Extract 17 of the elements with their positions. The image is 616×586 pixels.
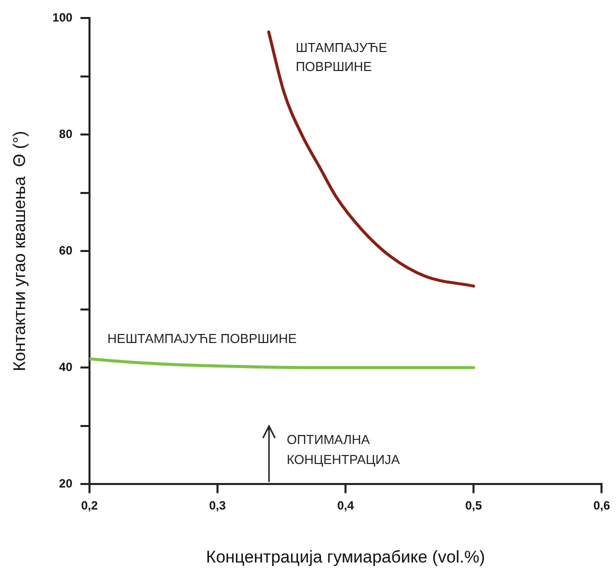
line-series bbox=[267, 30, 476, 288]
y-tick-label: 40 bbox=[59, 360, 73, 374]
y-tick-label: 100 bbox=[52, 10, 73, 24]
x-axis-title: Концентрација гумиарабике (vol.%) bbox=[206, 547, 486, 566]
y-axis-title: Контактни угао квашења Θ (°) bbox=[10, 130, 29, 372]
x-tick-label: 0,3 bbox=[209, 498, 226, 513]
series-label: НЕШТАМПАЈУЋЕ ПОВРШИНЕ bbox=[107, 330, 298, 346]
x-tick-label: 0,5 bbox=[465, 498, 482, 513]
y-tick-label: 20 bbox=[59, 476, 73, 491]
x-tick-label: 0,2 bbox=[81, 498, 98, 513]
x-tick-label: 0,6 bbox=[593, 498, 610, 513]
x-tick-label: 0,4 bbox=[337, 498, 354, 513]
series-label: ШТАМПАЈУЋЕ ПОВРШИНЕ bbox=[296, 40, 388, 74]
y-tick-label: 60 bbox=[59, 243, 73, 258]
line-series bbox=[89, 357, 476, 370]
annotation: ОПТИМАЛНА КОНЦЕНТРАЦИЈА bbox=[286, 432, 400, 468]
y-tick-label: 80 bbox=[59, 126, 73, 141]
